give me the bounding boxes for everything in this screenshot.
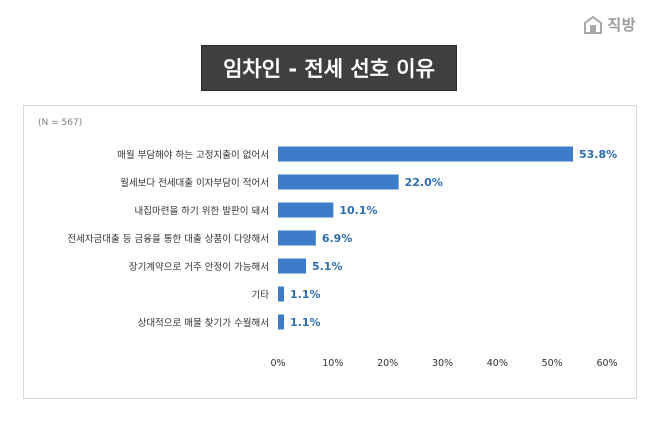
- data-label: 22.0%: [405, 176, 443, 189]
- x-tick-label: 20%: [377, 358, 398, 369]
- bar: [278, 202, 334, 218]
- category-label: 월세보다 전세대출 이자부담이 적어서: [120, 177, 269, 189]
- data-label: 53.8%: [579, 148, 617, 161]
- x-tick-label: 10%: [322, 358, 343, 369]
- category-label: 내집마련을 하기 위한 발판이 돼서: [135, 205, 269, 217]
- x-tick-label: 50%: [542, 358, 563, 369]
- category-label: 매월 부담해야 하는 고정지출이 없어서: [117, 149, 269, 161]
- chart-title: 임차인 - 전세 선호 이유: [201, 45, 457, 91]
- category-label: 전세자금대출 등 금융을 통한 대출 상품이 다양해서: [67, 233, 269, 245]
- category-label: 장기계약으로 거주 안정이 가능해서: [129, 261, 269, 273]
- bar: [278, 286, 285, 302]
- brand-name: 직방: [607, 16, 636, 34]
- sample-size-note: (N = 567): [38, 118, 83, 128]
- data-label: 5.1%: [312, 260, 343, 273]
- x-tick-label: 30%: [432, 358, 453, 369]
- x-tick-label: 0%: [270, 358, 285, 369]
- data-label: 6.9%: [322, 232, 353, 245]
- bar: [278, 314, 285, 330]
- x-tick-label: 60%: [596, 358, 617, 369]
- x-tick-label: 40%: [487, 358, 508, 369]
- bar: [278, 146, 574, 162]
- house-logo-icon: [584, 15, 603, 34]
- bar: [278, 174, 399, 190]
- data-label: 1.1%: [290, 316, 321, 329]
- bar: [278, 230, 316, 246]
- category-label: 기타: [252, 290, 270, 301]
- data-label: 1.1%: [290, 288, 321, 301]
- data-label: 10.1%: [339, 204, 377, 217]
- bar: [278, 258, 306, 274]
- bar-chart: 매월 부담해야 하는 고정지출이 없어서 53.8% 월세보다 전세대출 이자부담이…: [67, 146, 618, 369]
- brand-logo: 직방: [583, 14, 636, 35]
- category-label: 상대적으로 매물 찾기가 수월해서: [138, 317, 269, 329]
- chart-panel: (N = 567) 매월 부담해야 하는 고정지출이 없어서 53.8% 월세보다 …: [23, 105, 637, 399]
